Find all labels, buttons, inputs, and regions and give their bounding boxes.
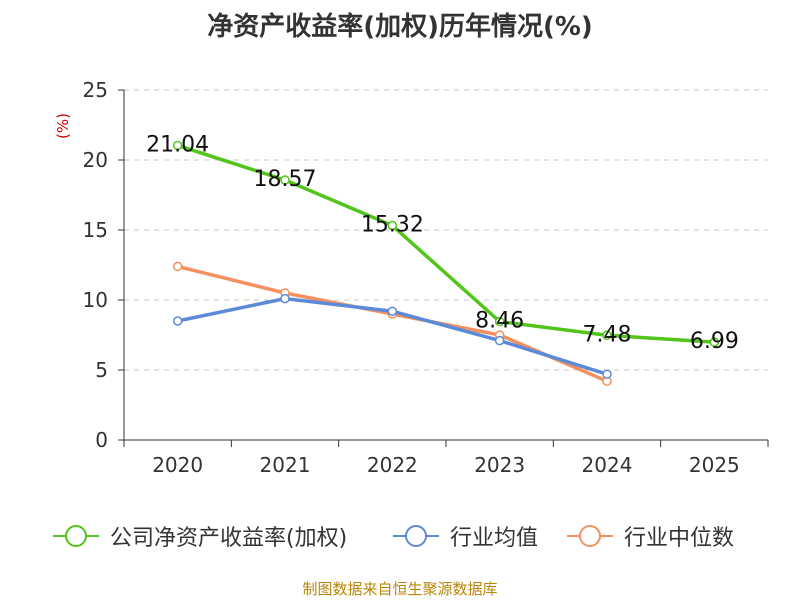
series-2	[172, 261, 612, 386]
data-point	[172, 140, 183, 151]
x-tick-label: 2023	[474, 453, 525, 477]
data-label: 15.32	[361, 213, 424, 238]
chart-title: 净资产收益率(加权)历年情况(%)	[207, 12, 593, 42]
data-point	[494, 316, 505, 327]
x-tick-label: 2020	[152, 453, 203, 477]
legend-item[interactable]: 行业中位数	[566, 518, 734, 554]
series-line	[177, 143, 715, 344]
y-tick-label: 10	[83, 288, 108, 312]
x-tick-label: 2024	[582, 453, 633, 477]
y-tick-label: 5	[95, 358, 108, 382]
series-line	[177, 264, 608, 383]
data-point	[494, 335, 505, 346]
data-label: 18.57	[254, 167, 317, 192]
data-point	[602, 369, 612, 379]
y-tick-label: 20	[83, 148, 108, 172]
series-0	[172, 140, 720, 347]
y-tick-label: 0	[95, 428, 108, 452]
x-tick-label: 2025	[689, 453, 740, 477]
data-point	[709, 337, 720, 347]
legend-label: 行业均值	[450, 526, 539, 551]
data-point	[280, 175, 290, 185]
data-point	[172, 261, 183, 272]
legend-marker-circle	[579, 525, 601, 547]
data-point	[387, 220, 398, 231]
legend: 公司净资产收益率(加权) 行业均值 行业中位数	[0, 518, 800, 558]
legend-item[interactable]: 公司净资产收益率(加权)	[52, 518, 347, 554]
legend-marker-icon	[393, 525, 439, 547]
series-lines	[172, 140, 720, 386]
legend-marker-circle	[405, 525, 427, 547]
x-tick-label: 2022	[367, 453, 418, 477]
legend-item[interactable]: 行业均值	[392, 518, 538, 554]
data-labels: 21.04 18.57 15.32 8.46 7.48 6.99	[146, 132, 739, 354]
data-point	[387, 306, 398, 316]
legend-marker-circle	[65, 525, 87, 547]
legend-marker-icon	[567, 525, 613, 547]
gridlines	[124, 89, 768, 371]
data-point	[280, 293, 290, 304]
legend-label: 公司净资产收益率(加权)	[110, 526, 348, 551]
legend-label: 行业中位数	[624, 526, 735, 551]
legend-marker-icon	[53, 525, 99, 547]
data-point	[602, 330, 612, 341]
y-tick-label: 25	[83, 78, 108, 102]
data-label: 21.04	[146, 132, 209, 157]
y-tick-label: 15	[83, 218, 108, 242]
series-1	[172, 293, 612, 379]
data-label: 7.48	[583, 322, 632, 347]
x-tick-label: 2021	[260, 453, 311, 477]
data-label: 6.99	[690, 329, 739, 354]
source-note: 制图数据来自恒生聚源数据库	[302, 580, 498, 598]
data-label: 8.46	[475, 309, 524, 334]
data-point	[172, 316, 183, 326]
y-axis-label: (%)	[54, 113, 72, 139]
